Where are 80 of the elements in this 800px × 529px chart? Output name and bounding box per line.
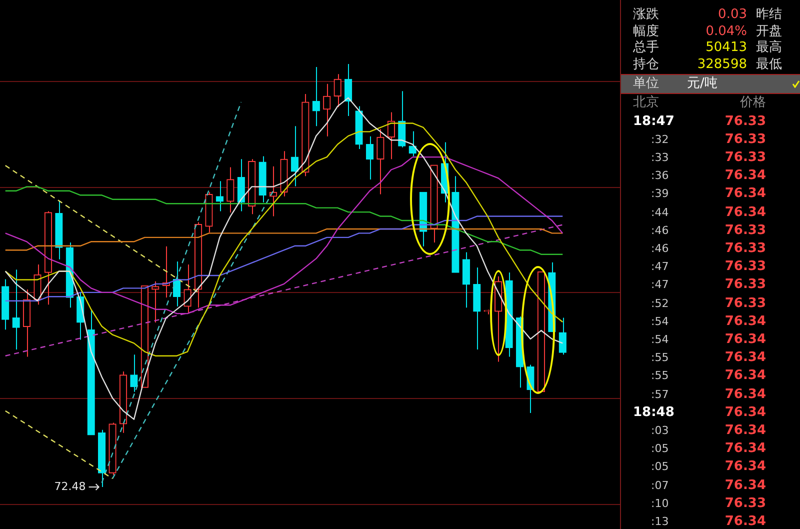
text: 76.34 xyxy=(724,458,766,476)
text: 76.33 xyxy=(724,494,766,513)
candlestick xyxy=(408,130,416,157)
text: 最高 xyxy=(756,39,782,57)
text: 76.34 xyxy=(724,386,766,404)
text: :55 xyxy=(651,350,669,366)
text: 76.34 xyxy=(724,422,766,440)
candlestick xyxy=(323,83,331,137)
text: 北京 xyxy=(633,94,659,112)
text: 76.34 xyxy=(724,204,766,222)
candlestick xyxy=(12,269,20,350)
text: 76.33 xyxy=(724,258,766,276)
candlestick xyxy=(226,166,234,213)
text: 最低 xyxy=(756,56,782,74)
text: :32 xyxy=(651,132,669,148)
text: :39 xyxy=(651,186,669,202)
candlestick xyxy=(376,128,384,195)
text: :47 xyxy=(651,277,669,294)
candlestick xyxy=(237,158,245,212)
text: 76.34 xyxy=(724,440,766,458)
text: 76.34 xyxy=(724,367,766,386)
text: :07 xyxy=(651,478,669,494)
text: 单位 xyxy=(633,75,659,93)
candlestick xyxy=(558,317,566,356)
text: 76.33 xyxy=(724,222,766,240)
text: :52 xyxy=(651,296,669,312)
candlestick xyxy=(462,252,470,308)
text: :57 xyxy=(651,386,669,402)
candlestick xyxy=(173,261,181,307)
text: :55 xyxy=(651,368,669,384)
candlestick xyxy=(34,264,42,306)
text: 0.03 xyxy=(718,6,747,24)
text: 50413 xyxy=(706,39,747,57)
text: 18:48 xyxy=(633,404,674,422)
text: 涨跌 xyxy=(633,6,659,24)
text: 总手 xyxy=(633,39,659,57)
text: :36 xyxy=(651,168,669,184)
text: :33 xyxy=(651,150,669,166)
candlestick xyxy=(334,74,342,108)
text: :44 xyxy=(651,204,669,220)
text: :54 xyxy=(651,332,669,348)
text: 76.33 xyxy=(724,130,766,149)
text: 持仓 xyxy=(633,56,659,74)
annotation: 72.48 xyxy=(54,480,86,493)
candlestick xyxy=(290,126,299,187)
text: :47 xyxy=(651,259,669,276)
text: :13 xyxy=(651,514,669,529)
text: :46 xyxy=(651,240,669,257)
text: 76.34 xyxy=(724,476,766,494)
text: :03 xyxy=(651,422,669,439)
text: 76.33 xyxy=(724,294,766,312)
text: :46 xyxy=(651,222,669,239)
text: 0.04% xyxy=(706,22,747,40)
text: :10 xyxy=(651,496,669,512)
candlestick xyxy=(152,280,160,323)
text: 幅度 xyxy=(633,22,659,40)
text: 328598 xyxy=(697,56,747,74)
text: 开盘 xyxy=(756,22,782,40)
candlestick xyxy=(216,180,224,212)
text: 76.33 xyxy=(724,112,766,130)
text: 76.34 xyxy=(724,349,766,368)
text: 76.34 xyxy=(724,512,766,529)
text: 76.34 xyxy=(724,312,766,331)
text: 76.34 xyxy=(724,167,766,186)
text: 价格 xyxy=(740,94,766,112)
candlestick xyxy=(312,66,320,127)
text: 76.34 xyxy=(724,185,766,204)
text: 18:47 xyxy=(633,112,674,130)
text: 元/吨 xyxy=(687,75,718,93)
text: 昨结 xyxy=(756,6,782,24)
text: 76.34 xyxy=(724,404,766,422)
text: :05 xyxy=(651,459,669,476)
candlestick xyxy=(366,136,374,180)
candlestick xyxy=(184,264,192,314)
text: :05 xyxy=(651,441,669,458)
text: 76.34 xyxy=(724,330,766,349)
text: :54 xyxy=(651,314,669,330)
text: 76.33 xyxy=(724,276,766,294)
text: 76.33 xyxy=(724,240,766,258)
text: 76.33 xyxy=(724,148,766,167)
